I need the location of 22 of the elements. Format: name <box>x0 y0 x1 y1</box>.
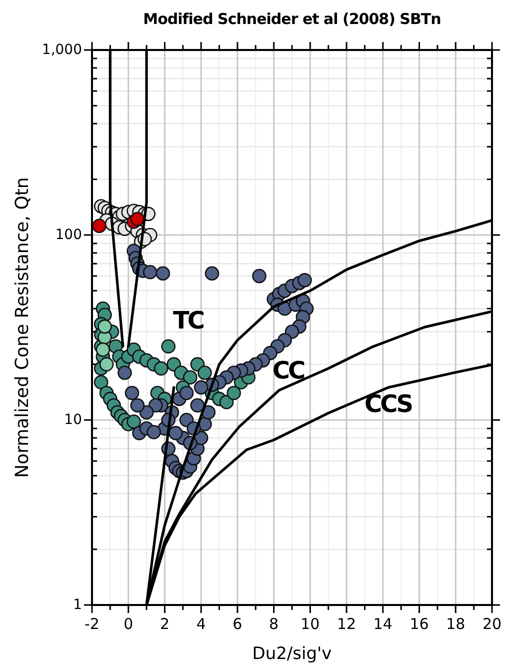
x-tick-label: 2 <box>160 615 170 633</box>
x-tick-label: 16 <box>410 615 429 633</box>
annotation: TC <box>173 306 204 335</box>
y-axis-title: Normalized Cone Resistance, Qtn <box>12 177 33 478</box>
x-tick-label: 12 <box>337 615 356 633</box>
x-tick-label: 18 <box>446 615 466 633</box>
x-tick-label: 10 <box>300 615 320 633</box>
x-tick-label: 4 <box>196 615 206 633</box>
x-tick-label: 6 <box>232 615 242 633</box>
y-tick-label: 1,000 <box>42 42 82 58</box>
x-tick-label: 0 <box>124 615 134 633</box>
y-tick-label: 1 <box>73 596 82 613</box>
x-tick-label: 14 <box>373 615 392 633</box>
annotation: CCS <box>364 390 412 418</box>
annotation: CC <box>272 356 305 384</box>
y-tick-label: 10 <box>64 412 82 428</box>
chart-title: Modified Schneider et al (2008) SBTn <box>143 10 441 28</box>
x-axis-title: Du2/sig'v <box>252 644 332 664</box>
x-tick-label: 20 <box>482 615 502 633</box>
x-tick-label: 8 <box>269 615 279 633</box>
y-tick-label: 100 <box>55 226 82 243</box>
x-tick-label: -2 <box>84 615 100 633</box>
